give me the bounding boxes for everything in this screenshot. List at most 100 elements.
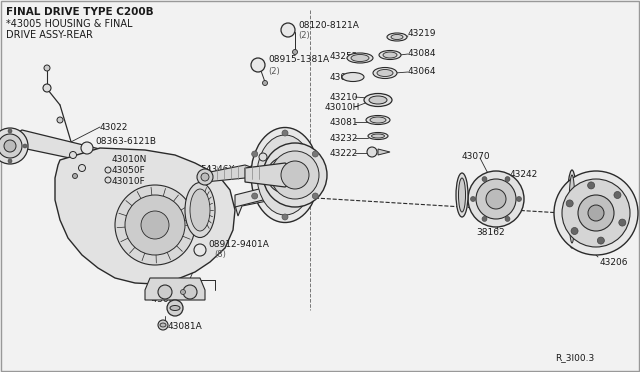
Circle shape xyxy=(486,189,506,209)
Ellipse shape xyxy=(366,115,390,125)
Circle shape xyxy=(554,171,638,255)
Text: 43010H: 43010H xyxy=(325,103,360,112)
Text: 08120-8121A: 08120-8121A xyxy=(298,20,359,29)
Text: W: W xyxy=(252,61,260,70)
Circle shape xyxy=(262,80,268,86)
Circle shape xyxy=(281,23,295,37)
Circle shape xyxy=(562,179,630,247)
Text: 43219: 43219 xyxy=(408,29,436,38)
Circle shape xyxy=(43,84,51,92)
Circle shape xyxy=(516,196,522,202)
Text: 43010N: 43010N xyxy=(112,155,147,164)
Circle shape xyxy=(158,285,172,299)
Circle shape xyxy=(263,143,327,207)
Text: (2): (2) xyxy=(268,67,280,76)
Text: *43005 HOUSING & FINAL: *43005 HOUSING & FINAL xyxy=(6,19,132,29)
Ellipse shape xyxy=(567,170,577,248)
Text: DRIVE ASSY-REAR: DRIVE ASSY-REAR xyxy=(6,30,93,40)
Text: N: N xyxy=(195,246,201,254)
Circle shape xyxy=(197,169,213,185)
Circle shape xyxy=(141,211,169,239)
Circle shape xyxy=(251,58,265,72)
Ellipse shape xyxy=(379,51,401,60)
Text: 43206: 43206 xyxy=(600,258,628,267)
Circle shape xyxy=(44,65,50,71)
Circle shape xyxy=(180,289,186,295)
Circle shape xyxy=(476,179,516,219)
Text: (8): (8) xyxy=(214,250,226,259)
Text: 43010F: 43010F xyxy=(112,177,146,186)
Text: 43081A: 43081A xyxy=(168,322,203,331)
Polygon shape xyxy=(8,130,165,178)
Circle shape xyxy=(72,173,77,179)
Circle shape xyxy=(597,237,604,244)
Ellipse shape xyxy=(377,70,393,77)
Ellipse shape xyxy=(364,93,392,106)
Text: 43069: 43069 xyxy=(330,73,358,82)
Circle shape xyxy=(70,151,77,158)
Ellipse shape xyxy=(569,175,575,243)
Circle shape xyxy=(281,161,309,189)
Circle shape xyxy=(275,165,295,185)
Circle shape xyxy=(57,117,63,123)
Text: 54346X: 54346X xyxy=(200,165,235,174)
Ellipse shape xyxy=(351,55,369,61)
Circle shape xyxy=(482,177,487,182)
Circle shape xyxy=(252,151,258,157)
Circle shape xyxy=(470,196,476,202)
Circle shape xyxy=(312,193,318,199)
Text: 43232: 43232 xyxy=(330,134,358,143)
Polygon shape xyxy=(235,175,315,207)
Circle shape xyxy=(158,320,168,330)
Text: (1): (1) xyxy=(95,148,107,157)
Circle shape xyxy=(282,130,288,136)
Ellipse shape xyxy=(391,35,403,39)
Circle shape xyxy=(619,219,626,226)
Circle shape xyxy=(201,173,209,181)
Circle shape xyxy=(259,153,267,161)
Circle shape xyxy=(588,182,595,189)
Text: 43064: 43064 xyxy=(408,67,436,76)
Circle shape xyxy=(115,185,195,265)
Text: FINAL DRIVE TYPE C200B: FINAL DRIVE TYPE C200B xyxy=(6,7,154,17)
Circle shape xyxy=(4,140,16,152)
Text: 43222: 43222 xyxy=(330,149,358,158)
Circle shape xyxy=(505,177,510,182)
Text: 43252: 43252 xyxy=(330,52,358,61)
Ellipse shape xyxy=(387,33,407,41)
Circle shape xyxy=(23,144,27,148)
Circle shape xyxy=(367,147,377,157)
Polygon shape xyxy=(145,278,205,300)
Ellipse shape xyxy=(369,96,387,104)
Polygon shape xyxy=(378,149,390,155)
Circle shape xyxy=(183,285,197,299)
Text: 43084: 43084 xyxy=(408,49,436,58)
Text: 08912-9401A: 08912-9401A xyxy=(208,240,269,248)
Circle shape xyxy=(252,193,258,199)
Text: 43210: 43210 xyxy=(330,93,358,102)
Ellipse shape xyxy=(373,67,397,78)
Text: 08915-1381A: 08915-1381A xyxy=(268,55,329,64)
Circle shape xyxy=(79,164,86,171)
Circle shape xyxy=(312,151,318,157)
Circle shape xyxy=(292,49,298,55)
Circle shape xyxy=(468,171,524,227)
Circle shape xyxy=(578,195,614,231)
Ellipse shape xyxy=(170,305,180,311)
Ellipse shape xyxy=(257,135,313,215)
Ellipse shape xyxy=(190,189,210,231)
Polygon shape xyxy=(55,148,235,284)
Text: 38162: 38162 xyxy=(476,228,504,237)
Circle shape xyxy=(267,157,303,193)
Text: 43081: 43081 xyxy=(330,118,358,127)
Ellipse shape xyxy=(185,183,215,237)
Circle shape xyxy=(505,217,510,221)
Circle shape xyxy=(614,192,621,199)
Text: *43005: *43005 xyxy=(148,295,181,304)
Circle shape xyxy=(282,214,288,220)
Ellipse shape xyxy=(383,52,397,58)
Text: 08363-6121B: 08363-6121B xyxy=(95,137,156,145)
Circle shape xyxy=(482,217,487,221)
Circle shape xyxy=(81,142,93,154)
Text: S: S xyxy=(83,144,88,153)
